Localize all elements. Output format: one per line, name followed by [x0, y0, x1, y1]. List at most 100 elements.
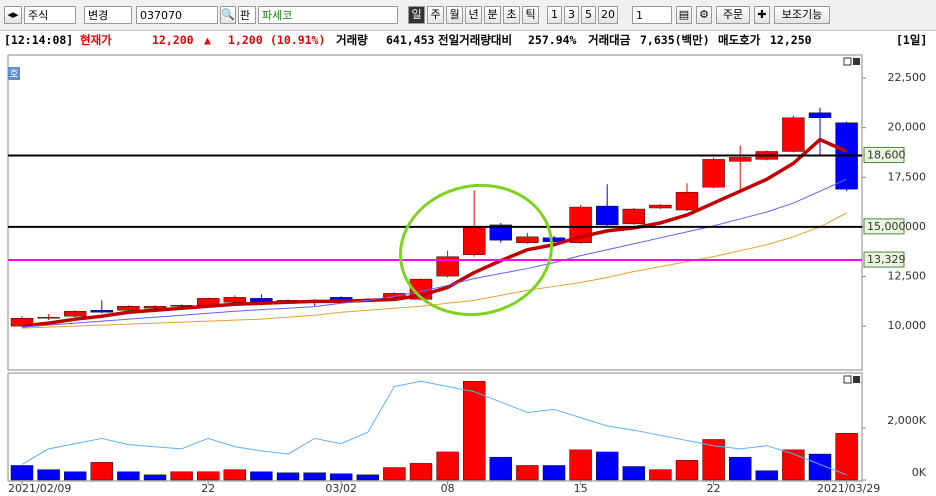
volume-bar — [383, 467, 406, 481]
volume-bar — [808, 453, 832, 481]
ask-label: 매도호가 — [718, 33, 761, 47]
pan-label: 판 — [238, 6, 256, 24]
market-select[interactable]: 주식 — [24, 6, 76, 24]
volume-bar — [303, 472, 326, 481]
pane-button[interactable] — [853, 376, 860, 383]
candle-body — [516, 236, 539, 243]
candle-body — [117, 306, 140, 311]
candle-body — [622, 208, 645, 225]
pane-button[interactable] — [843, 375, 852, 384]
period-button[interactable]: 년 — [465, 6, 482, 24]
volume-bar — [436, 451, 459, 481]
candle-body — [489, 224, 512, 241]
level-label-box — [863, 251, 905, 268]
aux-button[interactable]: 보조기능 — [774, 6, 830, 24]
code-input[interactable]: 037070 — [136, 6, 218, 24]
volume-bar — [37, 469, 60, 481]
period-button[interactable]: 분 — [484, 6, 501, 24]
x-tick-label: 08 — [441, 482, 455, 495]
pane-button[interactable] — [843, 57, 852, 66]
level-label: 13,329 — [867, 253, 906, 266]
time: [12:14:08] — [4, 33, 74, 47]
ask: 12,250 — [770, 33, 812, 47]
save-button[interactable]: ▤ — [676, 6, 692, 24]
volume-bar — [90, 462, 114, 481]
volume-bar — [250, 471, 273, 481]
y-tick-label: 12,500 — [888, 270, 927, 283]
y-tick-label: 2,000K — [887, 414, 926, 427]
nav-button[interactable]: ◂▸ — [4, 6, 22, 24]
volume-pane — [7, 372, 863, 482]
count-input[interactable]: 1 — [632, 6, 672, 24]
volume-bar — [596, 451, 619, 481]
x-tick-label: 22 — [201, 482, 215, 495]
volume-bar — [489, 456, 512, 481]
volume-bar — [649, 469, 672, 481]
y-tick-label: 20,000 — [888, 121, 927, 134]
annotation-circle — [398, 183, 554, 317]
order-button[interactable]: 주문 — [716, 6, 750, 24]
cross-button[interactable]: ✚ — [754, 6, 770, 24]
period-button[interactable]: 초 — [503, 6, 520, 24]
volume-bar — [675, 460, 699, 481]
change-select[interactable]: 변경 — [84, 6, 132, 24]
pane-button[interactable] — [853, 58, 860, 65]
rate: (10.91%) — [270, 33, 326, 47]
volume-bar — [729, 456, 752, 481]
candle-body — [37, 316, 60, 319]
volume-bar — [622, 466, 645, 481]
interval-button[interactable]: 20 — [598, 6, 618, 24]
y-tick-label: 22,500 — [888, 71, 927, 84]
badge: 호 — [9, 68, 18, 80]
period: [1일] — [896, 33, 928, 47]
candle-body — [702, 159, 725, 188]
volume-bar — [409, 463, 433, 481]
level-label-box — [863, 146, 905, 163]
interval-button[interactable]: 3 — [564, 6, 579, 24]
volume-bar — [196, 471, 220, 481]
level-label: 15,000 — [867, 220, 906, 233]
prev-label: 전일거래량대비 — [438, 33, 513, 47]
interval-button[interactable]: 5 — [581, 6, 596, 24]
search-button[interactable]: 🔍 — [220, 6, 236, 24]
volume-bar — [542, 465, 566, 481]
volume-bar — [330, 473, 353, 481]
x-tick-label: 2021/02/09 — [8, 482, 71, 495]
period-button[interactable]: 월 — [446, 6, 463, 24]
price: 12,200 — [152, 33, 194, 47]
amount: 7,635(백만) — [640, 33, 710, 47]
arrow: ▲ — [204, 33, 211, 47]
x-tick-label: 15 — [574, 482, 588, 495]
change: 1,200 — [228, 33, 263, 47]
candle-body — [463, 227, 486, 255]
period-button[interactable]: 주 — [427, 6, 444, 24]
settings-button[interactable]: ⚙ — [696, 6, 712, 24]
interval-button[interactable]: 1 — [547, 6, 562, 24]
volume-bar — [755, 470, 778, 481]
period-button[interactable]: 일 — [408, 6, 425, 24]
toolbar: ◂▸ 주식 변경 037070 🔍 판 파세코 일 주 월 년 분 초 틱 1 3 5 20 1 ▤… — [0, 0, 936, 31]
candle-body — [383, 293, 406, 298]
y-tick-label: 17,500 — [888, 170, 927, 183]
candle-body — [808, 112, 832, 118]
period-button[interactable]: 틱 — [522, 6, 539, 24]
candle-body — [782, 117, 805, 152]
volume-bar — [143, 474, 167, 481]
candle-body — [436, 256, 459, 277]
candle-body — [729, 157, 752, 162]
y-tick-label: 0K — [912, 466, 927, 479]
volume-bar — [356, 474, 379, 481]
level-label: 18,600 — [867, 148, 906, 161]
y-tick-label: 10,000 — [888, 319, 927, 332]
price-pane — [7, 54, 863, 371]
price-label: 현재가 — [80, 33, 112, 47]
candle-body — [223, 297, 247, 303]
prev-ratio: 257.94% — [528, 33, 577, 47]
volume-bar — [117, 471, 140, 481]
volume-bar — [276, 472, 300, 481]
volume-bar — [569, 449, 592, 481]
x-tick-label: 2021/03/29 — [817, 482, 880, 495]
stock-name: 파세코 — [258, 6, 398, 24]
level-label-box — [863, 218, 905, 235]
